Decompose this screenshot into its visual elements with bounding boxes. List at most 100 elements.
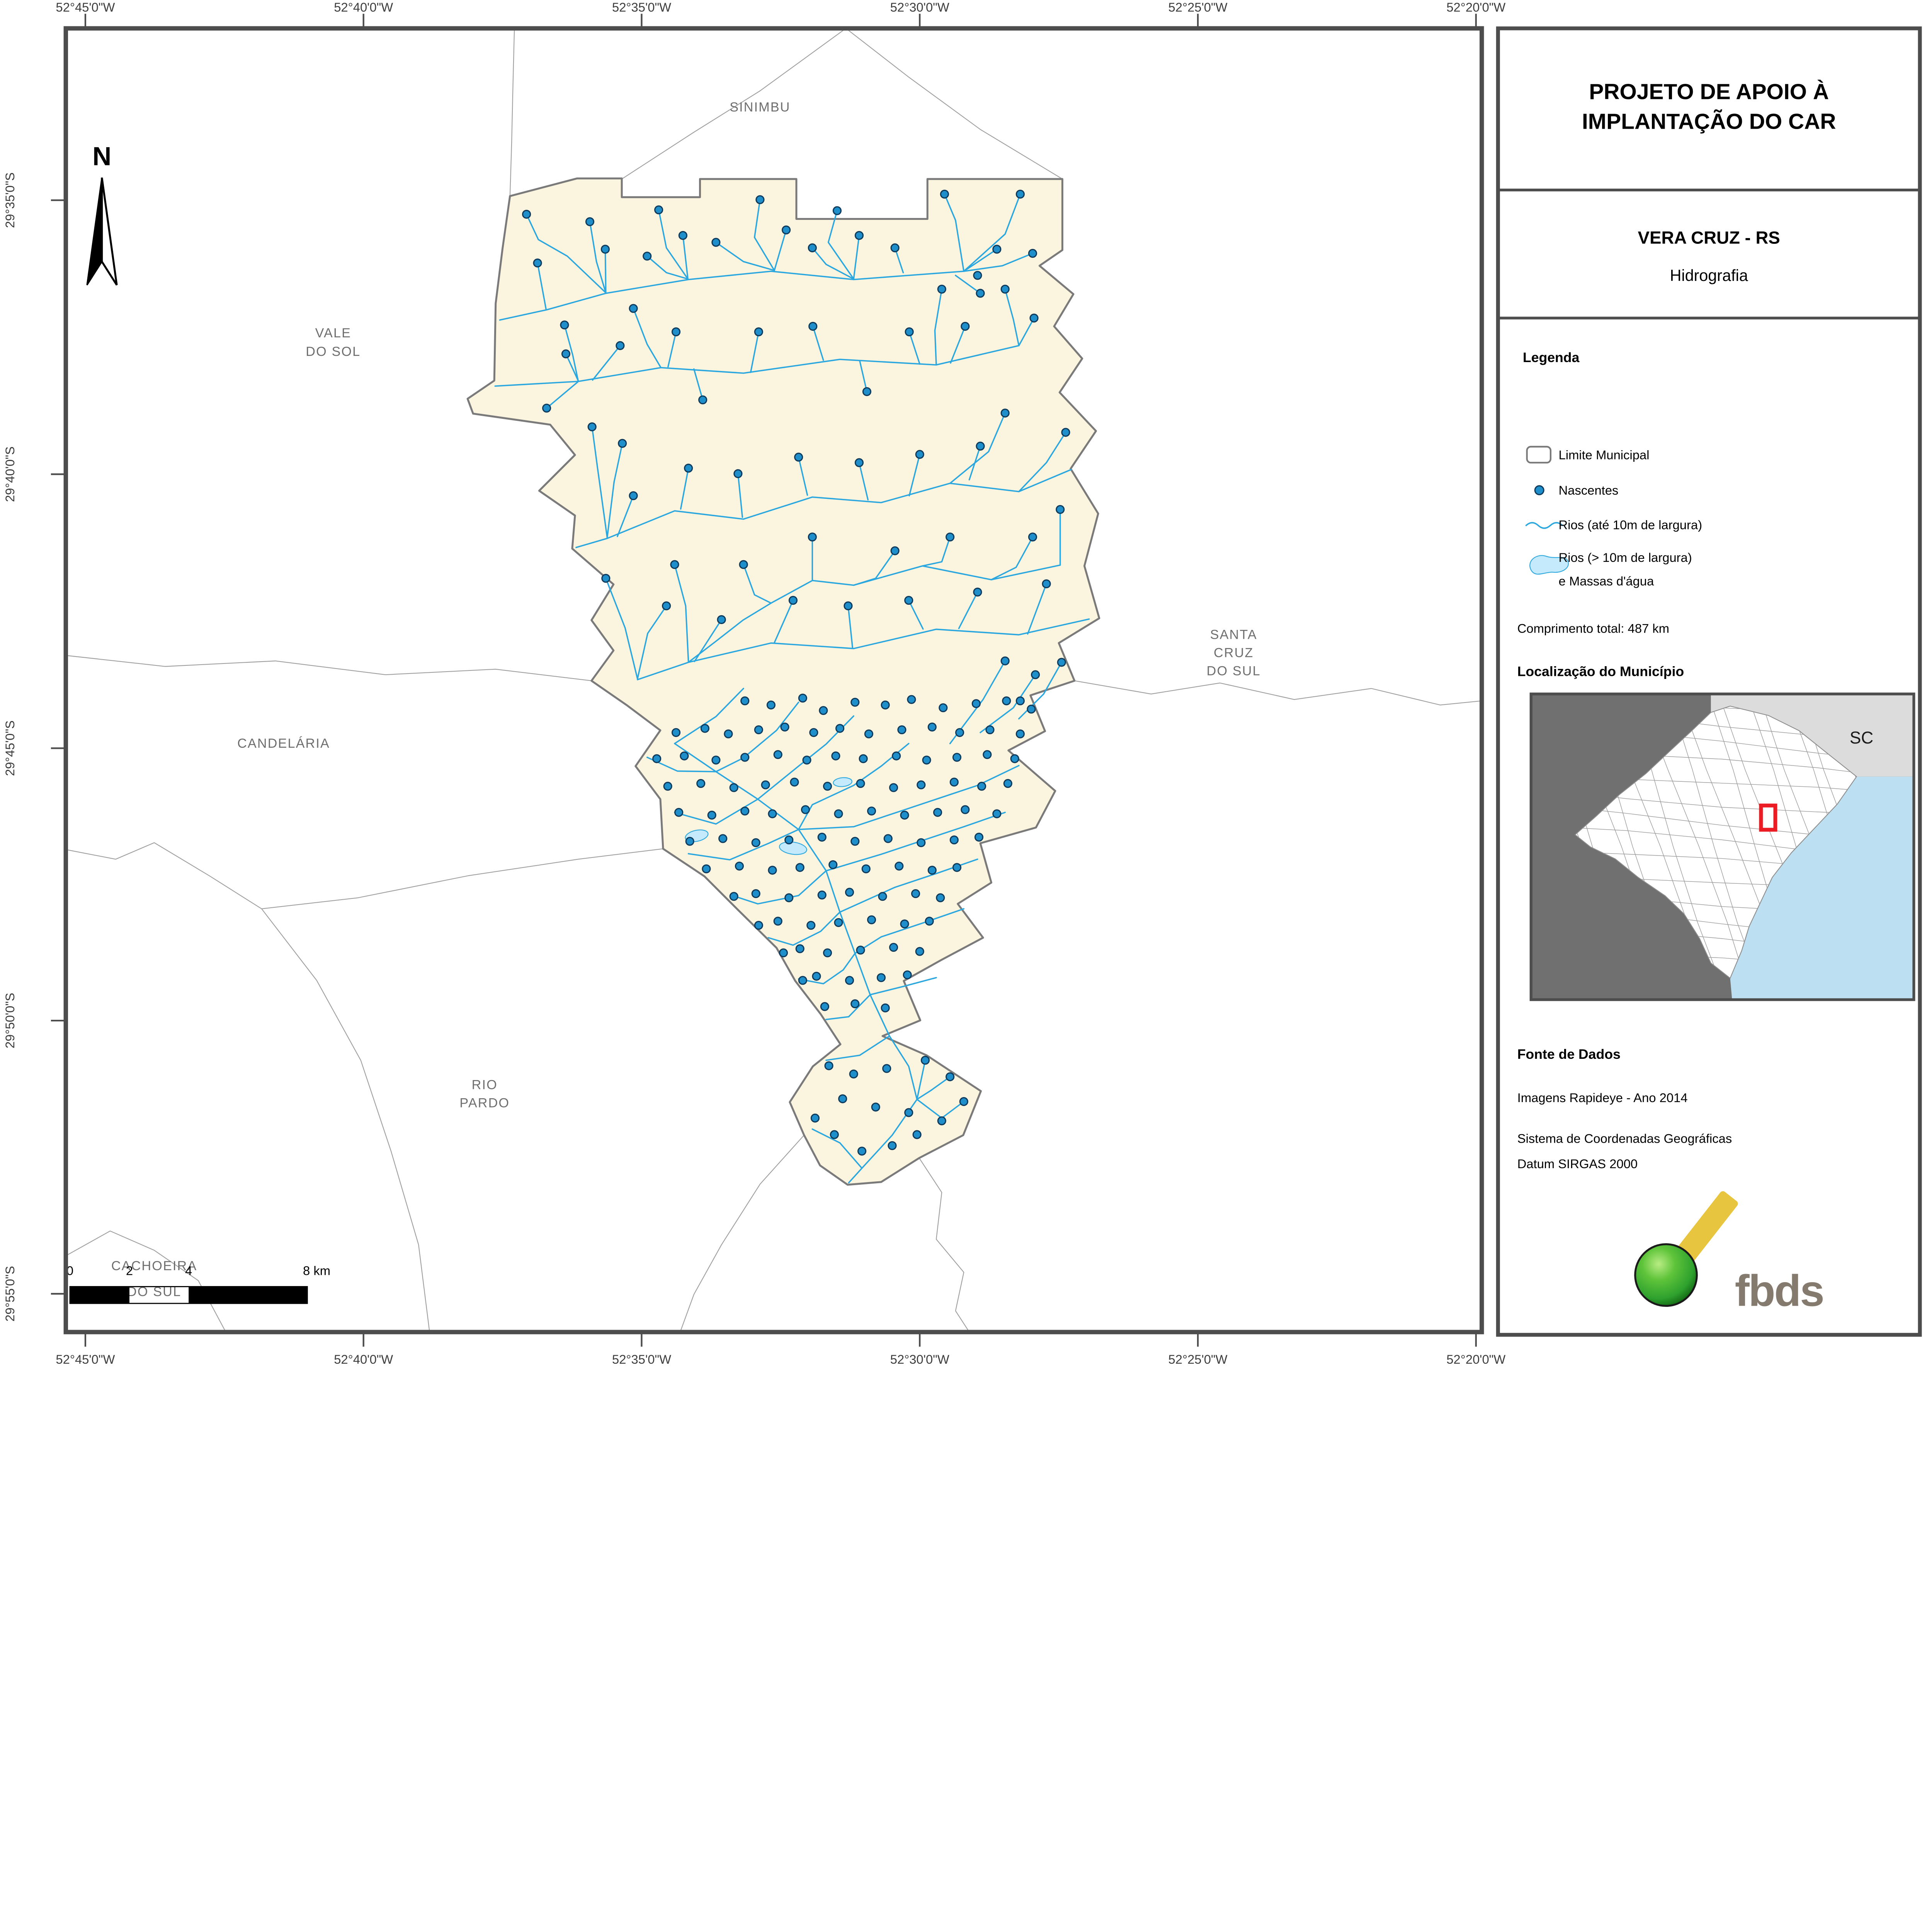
river-line bbox=[565, 353, 579, 382]
river-line bbox=[737, 473, 743, 518]
axis-label-left: 29°55'0"S bbox=[3, 1266, 17, 1322]
nascente-point bbox=[761, 780, 770, 789]
river-line bbox=[980, 674, 1036, 733]
river-line bbox=[633, 308, 662, 369]
nascente-point bbox=[707, 810, 716, 820]
nascente-point bbox=[888, 1141, 897, 1150]
nascente-point bbox=[702, 864, 711, 874]
nascente-point bbox=[961, 805, 970, 814]
neighbor-boundary bbox=[261, 848, 663, 909]
neighbor-boundary bbox=[509, 31, 515, 196]
nascente-point bbox=[882, 1064, 891, 1073]
nascente-point bbox=[903, 970, 912, 980]
nascente-point bbox=[867, 915, 876, 924]
river-line bbox=[827, 210, 855, 280]
nascente-point bbox=[729, 892, 738, 901]
neighbor-boundary bbox=[680, 1135, 804, 1330]
nascente-point bbox=[907, 695, 916, 704]
nascente-point bbox=[1015, 729, 1025, 738]
nascente-point bbox=[1061, 428, 1070, 437]
nascente-point bbox=[754, 327, 763, 337]
river-line bbox=[963, 252, 1034, 272]
nascente-point bbox=[678, 231, 687, 240]
neighbor-boundary bbox=[68, 842, 430, 1330]
river-line bbox=[687, 829, 799, 861]
nascente-point bbox=[1002, 696, 1011, 706]
nascente-point bbox=[992, 245, 1002, 254]
municipality-title: VERA CRUZ - RS bbox=[1638, 228, 1780, 248]
nascente-point bbox=[674, 808, 684, 817]
nascente-point bbox=[904, 596, 913, 605]
river-line bbox=[667, 331, 677, 368]
nascente-point bbox=[1015, 189, 1025, 199]
nascente-point bbox=[992, 809, 1002, 818]
axis-label-left: 29°50'0"S bbox=[3, 993, 17, 1048]
river-line bbox=[753, 199, 775, 271]
river-line bbox=[944, 193, 965, 272]
nascente-point bbox=[856, 946, 865, 955]
nascente-point bbox=[892, 751, 901, 760]
river-line bbox=[499, 248, 998, 321]
nascente-point bbox=[542, 403, 551, 413]
river-line bbox=[605, 577, 638, 680]
nascente-point bbox=[662, 601, 671, 611]
location-heading: Localização do Município bbox=[1517, 664, 1684, 679]
axis-label-bottom: 52°45'0"W bbox=[56, 1352, 115, 1366]
river-line bbox=[564, 324, 579, 382]
nascente-point bbox=[883, 834, 893, 843]
nascente-point bbox=[917, 780, 926, 789]
river-line bbox=[592, 345, 621, 381]
nascente-point bbox=[735, 861, 744, 871]
locator-inset-map: SC bbox=[1529, 692, 1915, 1001]
legend-label-massas-line1: Rios (> 10m de largura) bbox=[1559, 550, 1692, 565]
nascente-point bbox=[900, 919, 909, 929]
map-canvas: SINIMBU VALE DO SOL SANTA CRUZ DO SUL CANDELÁR… bbox=[3, 0, 1922, 1366]
river-line bbox=[854, 908, 965, 954]
nascente-point bbox=[976, 289, 985, 298]
nascente-point bbox=[810, 1113, 820, 1123]
inset-rs-state bbox=[1574, 706, 1857, 979]
river-line bbox=[575, 469, 1072, 548]
nascente-point bbox=[808, 322, 818, 331]
river-line bbox=[922, 536, 951, 567]
nascente-point bbox=[949, 777, 959, 787]
nascente-point bbox=[949, 835, 959, 845]
river-line bbox=[774, 229, 787, 271]
river-line bbox=[637, 605, 667, 680]
axis-label-left: 29°35'0"S bbox=[3, 172, 17, 228]
axis-label-top: 52°25'0"W bbox=[1168, 0, 1228, 14]
nascente-point bbox=[820, 1002, 829, 1011]
nascente-point bbox=[711, 238, 721, 247]
nascente-point bbox=[832, 206, 842, 215]
river-line bbox=[494, 317, 1035, 387]
nascente-point bbox=[917, 838, 926, 847]
scalebar-outline bbox=[69, 1286, 308, 1304]
nascente-point bbox=[897, 725, 906, 735]
nascente-point bbox=[854, 458, 864, 467]
nascente-point bbox=[823, 948, 832, 958]
place-label-sinimbu: SINIMBU bbox=[730, 100, 790, 115]
nascente-point bbox=[560, 320, 569, 330]
nascente-point bbox=[643, 252, 652, 261]
nascente-point bbox=[1029, 313, 1039, 323]
river-line bbox=[859, 360, 868, 393]
river-line bbox=[908, 331, 921, 365]
river-line bbox=[616, 495, 634, 538]
water-body bbox=[779, 841, 807, 855]
neighbor-boundary bbox=[848, 31, 1063, 180]
river-line bbox=[825, 1035, 890, 1061]
axis-label-top: 52°40'0"W bbox=[334, 0, 393, 14]
river-line bbox=[674, 564, 689, 663]
nascente-point bbox=[834, 918, 843, 927]
nascente-point bbox=[740, 753, 750, 762]
axis-label-bottom: 52°40'0"W bbox=[334, 1352, 393, 1366]
project-title-line2: IMPLANTAÇÃO DO CAR bbox=[1582, 109, 1836, 134]
nascente-point bbox=[795, 944, 804, 953]
nascente-point bbox=[808, 243, 817, 252]
river-line bbox=[869, 977, 937, 995]
nascente-point bbox=[830, 1130, 839, 1139]
river-line bbox=[731, 870, 827, 905]
nascente-point bbox=[711, 755, 721, 765]
axis-label-bottom: 52°30'0"W bbox=[890, 1352, 949, 1366]
river-line bbox=[546, 381, 578, 409]
